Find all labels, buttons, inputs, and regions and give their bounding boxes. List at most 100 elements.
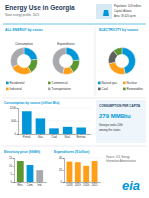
- tick: 40: [59, 156, 64, 160]
- slice: [52, 48, 66, 75]
- x-axis: 2018201920202021: [65, 182, 101, 187]
- tick-label: Nucl.: [64, 135, 71, 139]
- map: [96, 4, 112, 19]
- chart-title: Consumption by source (trillion Btu): [4, 101, 59, 105]
- legend-swatch: [6, 82, 9, 85]
- grid-line: [64, 158, 100, 159]
- legend-label: Natural gas: [102, 81, 118, 85]
- tick-mark: [17, 134, 18, 135]
- panel-text: Georgia ranks 24th: [99, 123, 123, 127]
- legend-swatch: [123, 88, 126, 91]
- x-axis: Petrol.GasCoalNucl.Renew.: [19, 134, 91, 139]
- tick-label: 0: [14, 132, 16, 136]
- rule: [3, 146, 146, 147]
- bar: [17, 161, 24, 182]
- logo: eia: [122, 178, 140, 193]
- tick: Ind.: [37, 182, 42, 187]
- tick-label: Coal: [51, 135, 57, 139]
- tick: Petrol.: [23, 134, 31, 139]
- slice: [66, 48, 79, 61]
- bar: [63, 127, 73, 134]
- tick-mark: [13, 174, 14, 175]
- legend-label: Transportation: [52, 87, 72, 91]
- legend-label: Coal: [102, 87, 109, 91]
- series-name: Consumption: [15, 42, 33, 46]
- bars: [67, 161, 98, 182]
- tick: 0: [60, 180, 64, 184]
- chart-title: ELECTRICITY by source: [99, 28, 138, 32]
- tick: 20: [59, 168, 64, 172]
- grid: [18, 108, 90, 134]
- axis-line: [13, 159, 15, 183]
- bar: [36, 170, 43, 182]
- legend-swatch: [123, 82, 126, 85]
- grid: [64, 158, 100, 182]
- tick: 0: [10, 180, 14, 184]
- tick-mark: [17, 121, 18, 122]
- fact: Capital: Atlanta: [114, 9, 132, 13]
- bar: [49, 128, 59, 134]
- x-axis: Res. Com.Ind.: [15, 182, 47, 187]
- source: Information Administration: [106, 159, 137, 163]
- tick: Res.: [17, 182, 23, 187]
- tick-label: 15: [9, 156, 13, 160]
- tick-mark: [17, 108, 18, 109]
- bar: [83, 166, 89, 182]
- axis-line: [63, 159, 65, 183]
- slice: [10, 48, 24, 68]
- legend-label: Industrial: [10, 87, 23, 91]
- donut: [10, 48, 37, 75]
- grid-line: [18, 108, 90, 109]
- legend-swatch: [98, 88, 101, 91]
- footer: Source: U.S. EnergyInformation Administr…: [106, 155, 140, 193]
- bar: [67, 162, 73, 182]
- tick: Nucl.: [64, 134, 71, 139]
- pie-chart: ALL ENERGY by sectorConsumptionExpenditu…: [5, 28, 79, 91]
- tick-label: 10: [9, 164, 13, 168]
- tick: 5: [10, 172, 14, 176]
- tick-label: 1200: [10, 106, 17, 110]
- rule: [3, 98, 146, 99]
- tick-label: 2018: [66, 183, 73, 187]
- donut: [108, 48, 135, 75]
- panel: [96, 100, 146, 143]
- legend-swatch: [48, 88, 51, 91]
- subtitle: State energy profile, 2021: [5, 13, 40, 17]
- bar: [75, 162, 81, 182]
- tick: Com.: [27, 182, 34, 187]
- tick-label: 600: [11, 119, 16, 123]
- tick: 2021: [91, 182, 98, 187]
- tick-mark: [13, 166, 14, 167]
- tick-label: Com.: [27, 183, 34, 187]
- tick-label: 20: [59, 168, 63, 172]
- slice: [109, 62, 126, 74]
- bars: [17, 161, 43, 182]
- bar: [22, 111, 32, 134]
- bar: [27, 165, 34, 182]
- legend-label: Commercial: [52, 81, 68, 85]
- tick-label: 2020: [83, 183, 90, 187]
- tick: 1200: [10, 106, 18, 110]
- chart-title: Expenditures ($ billion): [54, 150, 89, 154]
- tick-mark: [13, 182, 14, 183]
- tick-mark: [63, 182, 64, 183]
- tick: 10: [9, 164, 14, 168]
- tick: 0: [14, 132, 18, 136]
- fact: Population: 10.8 million: [114, 4, 141, 8]
- tick: 15: [9, 156, 14, 160]
- bar-chart: Consumption by source (trillion Btu) 0 600…: [4, 101, 91, 139]
- legend-label: Residential: [10, 81, 25, 85]
- panel-text: among the states: [99, 128, 121, 132]
- chart-title: Electricity price (¢/kWh): [4, 150, 40, 154]
- legend-swatch: [98, 82, 101, 85]
- legend-label: Nuclear: [127, 81, 137, 85]
- bars: [22, 111, 86, 134]
- y-axis: 0 20 40: [59, 156, 65, 184]
- tick: 2019: [75, 182, 82, 187]
- bar: [36, 118, 46, 134]
- tick-label: 2019: [75, 183, 82, 187]
- tick-label: Gas: [38, 135, 44, 139]
- bar-chart: Electricity price (¢/kWh) 0 5 10 15 Res. Com.I…: [4, 150, 47, 187]
- page: Energy Use in GeorgiaState energy profil…: [0, 0, 149, 198]
- tick-label: 5: [10, 172, 12, 176]
